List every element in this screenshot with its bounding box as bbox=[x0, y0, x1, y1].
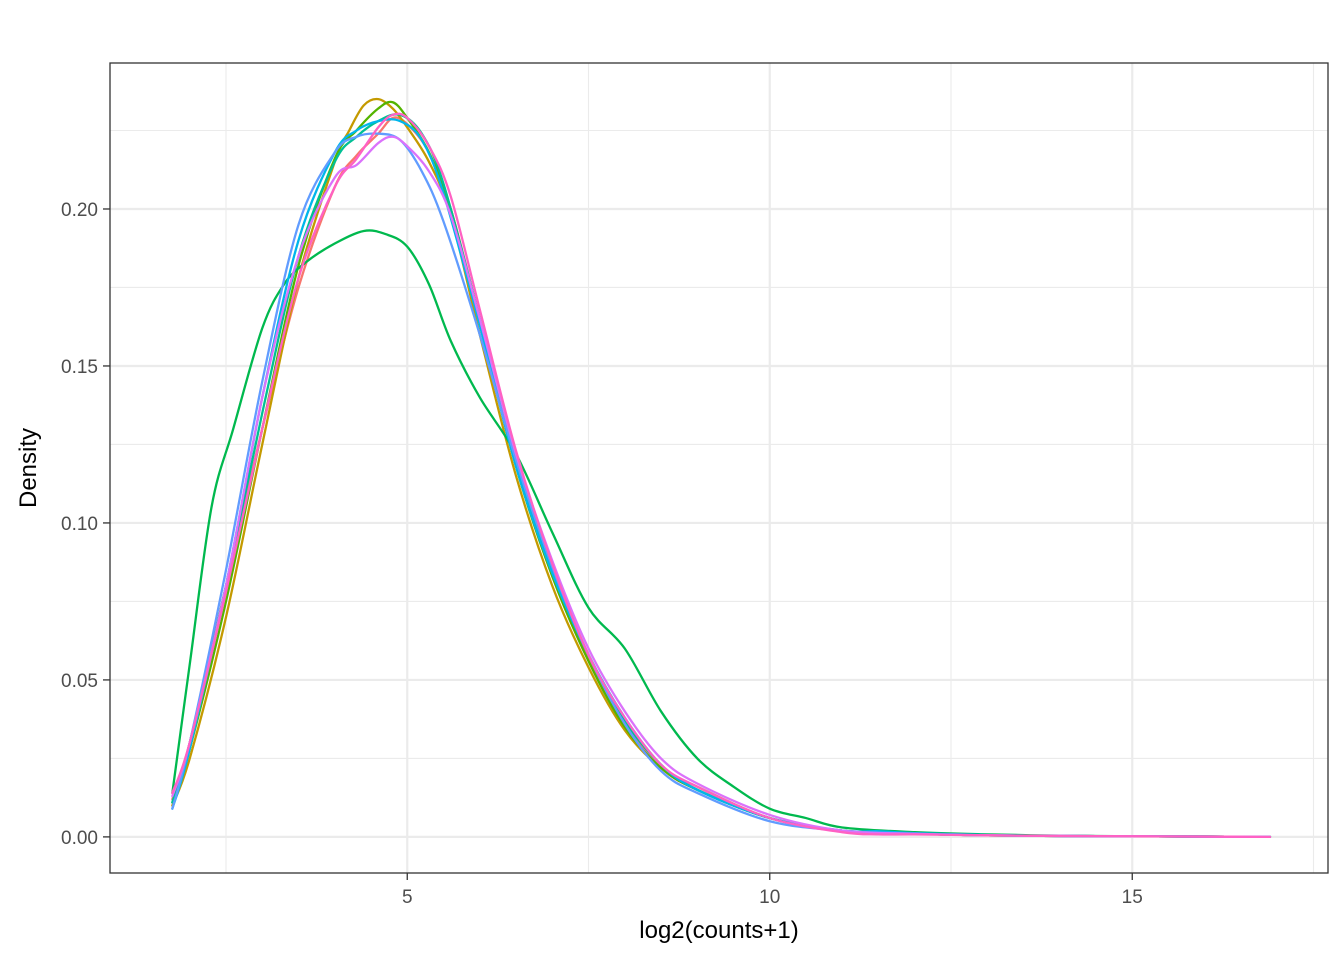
grid-minor bbox=[110, 63, 1328, 873]
x-axis: 5 10 15 bbox=[402, 873, 1143, 908]
y-tick-label: 0.15 bbox=[61, 357, 98, 378]
series-line-9 bbox=[171, 112, 1272, 839]
plot-panel-border bbox=[109, 62, 1329, 874]
y-tick-label: 0.20 bbox=[61, 200, 98, 221]
x-tick-label: 5 bbox=[402, 887, 413, 908]
y-tick-label: 0.00 bbox=[61, 828, 98, 849]
plot-background bbox=[110, 63, 1328, 873]
x-axis-title: log2(counts+1) bbox=[639, 917, 798, 944]
x-tick-label: 10 bbox=[759, 887, 780, 908]
y-tick-label: 0.10 bbox=[61, 514, 98, 535]
y-axis: 0.00 0.05 0.10 0.15 0.20 bbox=[61, 200, 110, 849]
y-tick-label: 0.05 bbox=[61, 671, 98, 692]
x-tick-label: 15 bbox=[1122, 887, 1143, 908]
y-axis-title: Density bbox=[15, 428, 42, 508]
series-lines bbox=[171, 97, 1272, 839]
